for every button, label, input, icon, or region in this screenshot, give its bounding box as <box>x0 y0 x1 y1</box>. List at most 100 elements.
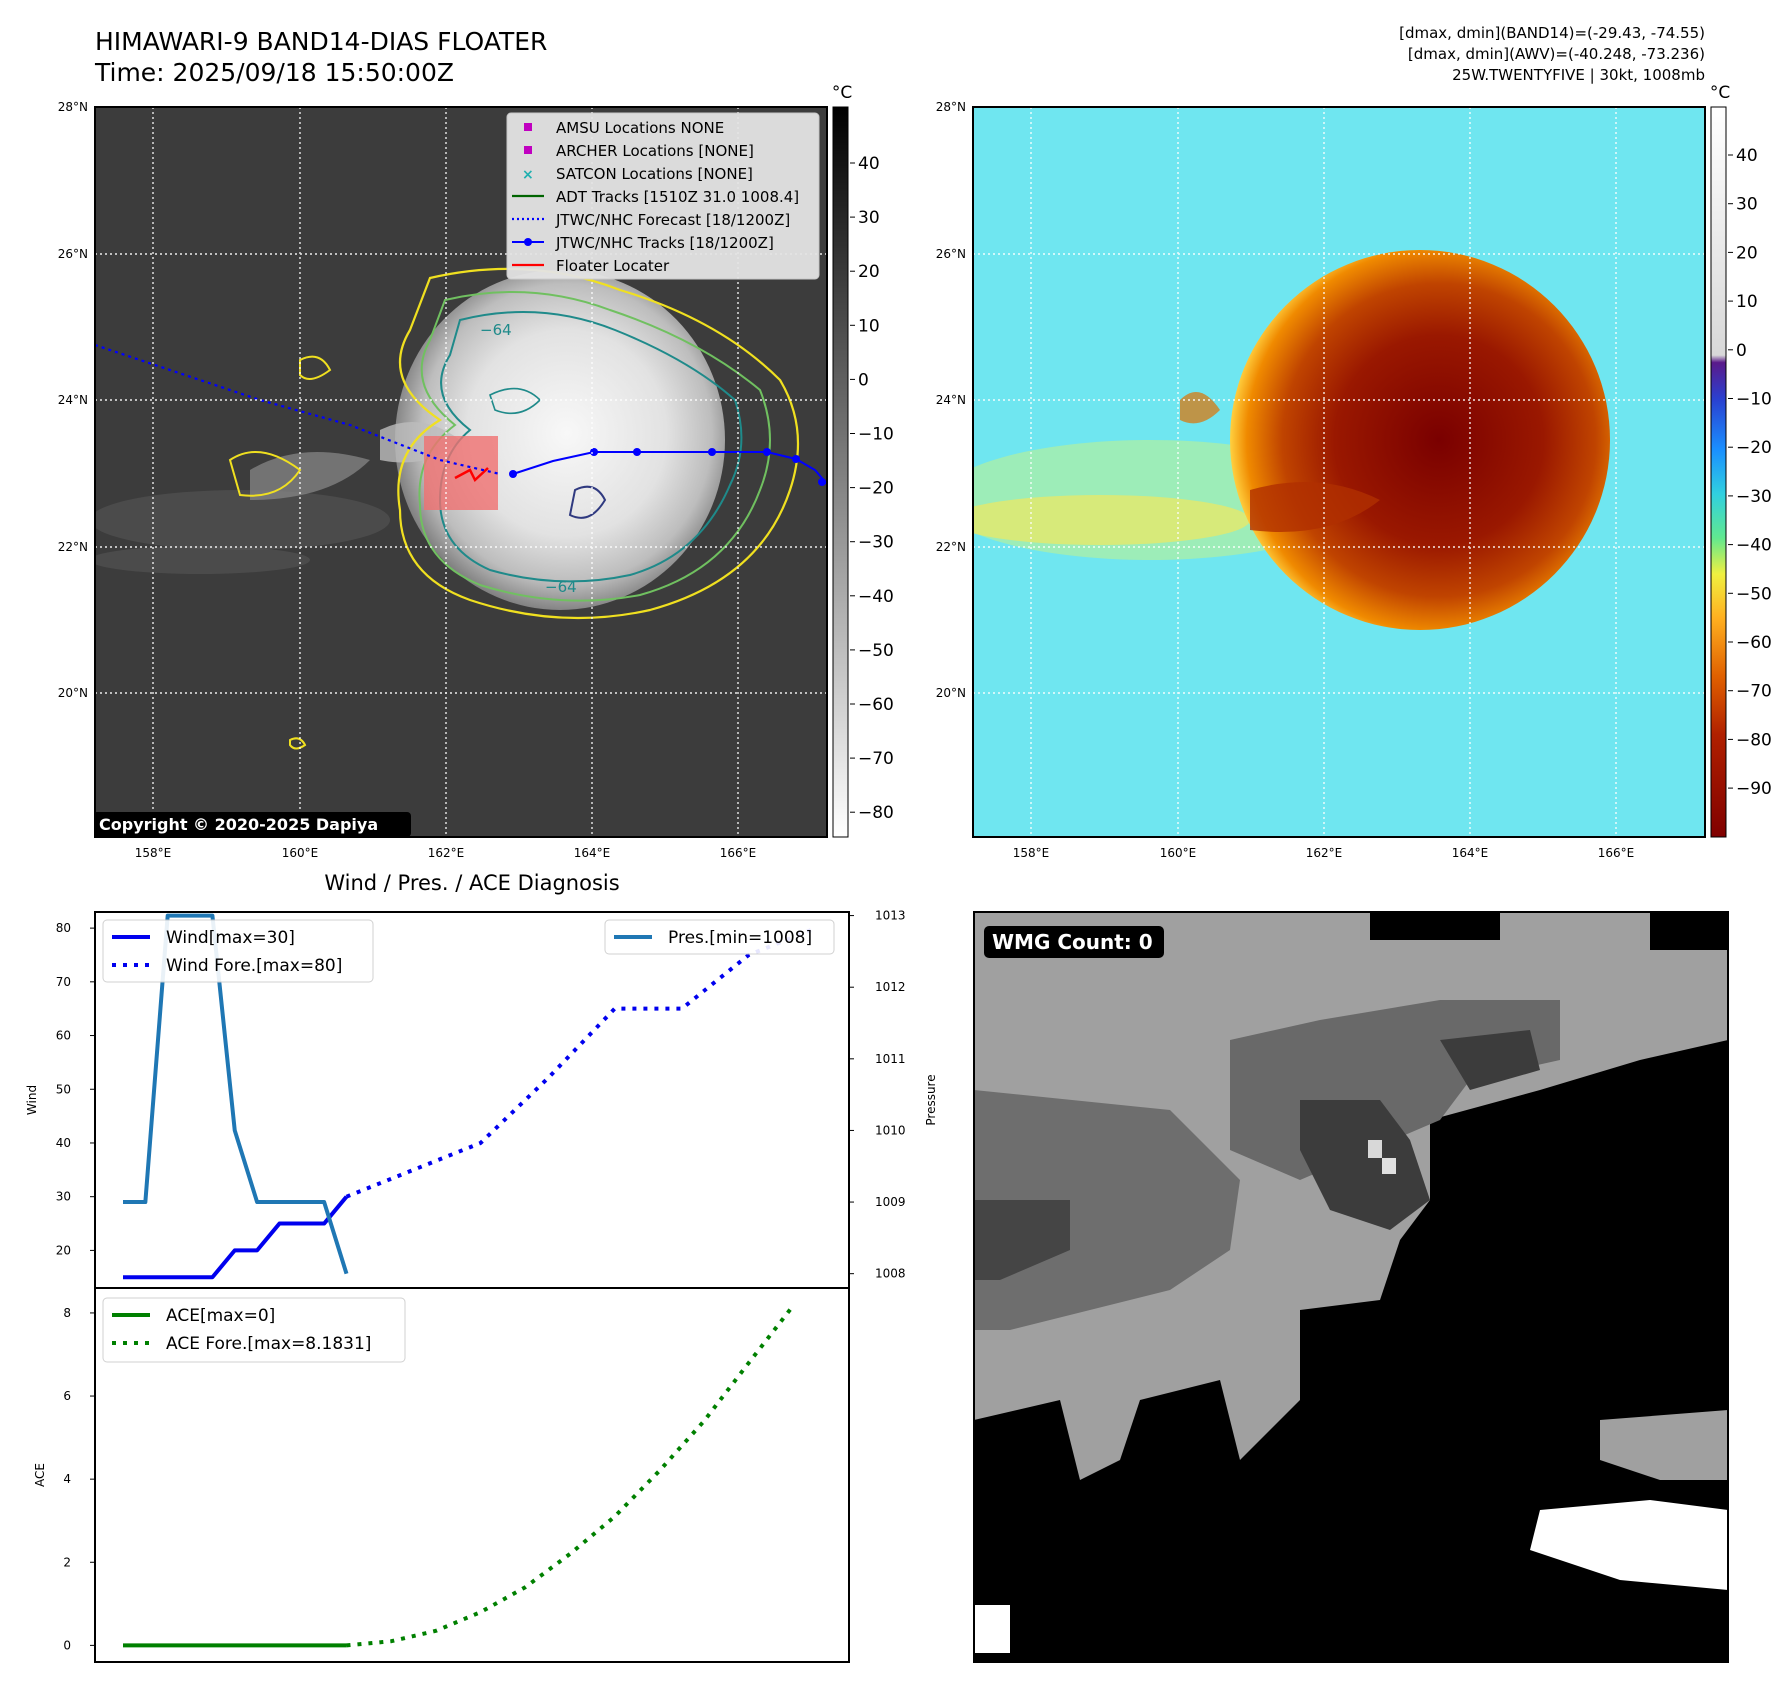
ir-map-panel: −64 −64 <box>58 83 894 860</box>
ace-fore-legend-label: ACE Fore.[max=8.1831] <box>166 1334 371 1354</box>
lon-label-158-b: 158°E <box>1013 846 1050 860</box>
satcon-marker-icon: × <box>522 167 534 183</box>
gray-colorbar-tick-label: 30 <box>858 208 880 228</box>
copyright-notice: Copyright © 2020-2025 Dapiya <box>99 815 378 834</box>
figure-time: Time: 2025/09/18 15:50:00Z <box>94 58 454 87</box>
tracks-line-dot-icon <box>524 238 532 246</box>
wind-pressure-chart: 20 30 40 50 60 70 80 1008 1009 1010 1011 1012 1013 Wi… <box>25 909 938 1289</box>
color-colorbar-ticks: 40 30 20 10 0 −10 −20 −30 −40 −50 −60 −70 −80 −90 <box>1728 146 1772 799</box>
wind-fore-legend-label: Wind Fore.[max=80] <box>166 956 342 976</box>
contour-label-upper: −64 <box>480 321 512 339</box>
color-colorbar-tick-label: 20 <box>1736 243 1758 263</box>
legend-floater: Floater Locater <box>556 257 670 275</box>
gray-colorbar-unit: °C <box>832 83 852 103</box>
ir-map-axis-labels: 28°N 26°N 24°N 22°N 20°N 158°E 160°E 162… <box>58 100 757 860</box>
figure-title: HIMAWARI-9 BAND14-DIAS FLOATER <box>95 27 547 56</box>
color-colorbar-tick-label: −20 <box>1736 438 1772 458</box>
lon-label-162: 162°E <box>428 846 465 860</box>
lat-label-28-b: 28°N <box>936 100 966 114</box>
color-colorbar-tick-label: 0 <box>1736 341 1747 361</box>
color-colorbar-tick-label: −90 <box>1736 779 1772 799</box>
lat-label-20-b: 20°N <box>936 686 966 700</box>
lon-label-164: 164°E <box>574 846 611 860</box>
lat-label-22-b: 22°N <box>936 540 966 554</box>
lat-label-22: 22°N <box>58 540 88 554</box>
gray-colorbar-tick-label: −10 <box>858 425 894 445</box>
pressure-ytick-label: 1012 <box>875 980 906 994</box>
gray-colorbar-tick-label: −30 <box>858 533 894 553</box>
wind-ytick-label: 30 <box>56 1190 71 1204</box>
gray-colorbar <box>832 106 849 838</box>
lon-label-162-b: 162°E <box>1306 846 1343 860</box>
wind-ytick-label: 20 <box>56 1243 71 1257</box>
lon-label-166: 166°E <box>720 846 757 860</box>
storm-colored-shield <box>1230 250 1610 630</box>
pressure-ytick-label: 1008 <box>875 1267 906 1281</box>
forecast-track <box>95 343 501 476</box>
color-colorbar-tick-label: −80 <box>1736 730 1772 750</box>
gray-colorbar-tick-label: −80 <box>858 803 894 823</box>
gray-colorbar-tick-label: −70 <box>858 749 894 769</box>
pressure-ytick-label: 1009 <box>875 1195 906 1209</box>
pressure-ytick-label: 1013 <box>875 909 906 923</box>
color-colorbar-tick-label: 10 <box>1736 292 1758 312</box>
pressure-ytick-label: 1010 <box>875 1123 906 1137</box>
gray-colorbar-tick-label: 40 <box>858 154 880 174</box>
lat-label-28: 28°N <box>58 100 88 114</box>
gray-colorbar-tick-label: 0 <box>858 370 869 390</box>
lon-label-166-b: 166°E <box>1598 846 1635 860</box>
color-colorbar-tick-label: −50 <box>1736 584 1772 604</box>
legend-forecast: JTWC/NHC Forecast [18/1200Z] <box>555 211 790 229</box>
color-colorbar-tick-label: −40 <box>1736 536 1772 556</box>
wind-ytick-label: 60 <box>56 1029 71 1043</box>
color-colorbar-tick-label: −10 <box>1736 390 1772 410</box>
wind-ytick-label: 50 <box>56 1082 71 1096</box>
pressure-ytick-label: 1011 <box>875 1052 906 1066</box>
lat-label-24-b: 24°N <box>936 393 966 407</box>
ace-ytick-label: 6 <box>63 1389 71 1403</box>
color-map-grid <box>973 107 1705 837</box>
legend-satcon: SATCON Locations [NONE] <box>556 165 753 183</box>
ace-chart: 0 2 4 6 8 ACE ACE[max=0] ACE Fore.[max=8.1831] <box>33 1287 850 1663</box>
storm-info: 25W.TWENTYFIVE | 30kt, 1008mb <box>1452 66 1705 84</box>
stats-awv: [dmax, dmin](AWV)=(-40.248, -73.236) <box>1408 45 1705 63</box>
storm-cloud-shield <box>395 270 725 610</box>
color-map-panel: 28°N 26°N 24°N 22°N 20°N 158°E 160°E 162… <box>936 83 1772 860</box>
lon-label-160: 160°E <box>282 846 319 860</box>
wmg-region-white <box>1530 1500 1728 1590</box>
wind-ytick-label: 40 <box>56 1136 71 1150</box>
legend-tracks: JTWC/NHC Tracks [18/1200Z] <box>555 234 774 252</box>
wind-series-line-0 <box>123 1195 349 1280</box>
gray-colorbar-tick-label: 10 <box>858 316 880 336</box>
color-colorbar-tick-label: −60 <box>1736 633 1772 653</box>
gray-colorbar-tick-label: −40 <box>858 587 894 607</box>
color-colorbar-tick-label: 40 <box>1736 146 1758 166</box>
gray-colorbar-tick-label: 20 <box>858 262 880 282</box>
gray-colorbar-tick-label: −20 <box>858 479 894 499</box>
ace-legend-box <box>102 1297 406 1363</box>
lat-label-26: 26°N <box>58 247 88 261</box>
contour-label-lower: −64 <box>545 578 577 596</box>
wmg-count: WMG Count: 0 <box>992 930 1153 954</box>
legend-archer: ARCHER Locations [NONE] <box>556 142 754 160</box>
pressure-legend-box <box>604 919 835 955</box>
diagnosis-title: Wind / Pres. / ACE Diagnosis <box>324 871 619 895</box>
legend-amsu: AMSU Locations NONE <box>556 119 724 137</box>
lat-label-20: 20°N <box>58 686 88 700</box>
amsu-marker-icon <box>524 123 532 131</box>
ace-ytick-label: 2 <box>63 1555 71 1569</box>
color-colorbar-tick-label: −70 <box>1736 682 1772 702</box>
wind-axis-label: Wind <box>25 1085 39 1115</box>
gray-colorbar-ticks: 40 30 20 10 0 −10 −20 −30 −40 −50 −60 −70 −80 <box>850 154 894 823</box>
color-colorbar-tick-label: −30 <box>1736 487 1772 507</box>
floater-locater-track <box>454 467 489 483</box>
ace-ytick-label: 8 <box>63 1306 71 1320</box>
wind-ytick-label: 70 <box>56 975 71 989</box>
pressure-axis-label: Pressure <box>924 1074 938 1125</box>
ace-axis-label: ACE <box>33 1463 47 1487</box>
lon-label-164-b: 164°E <box>1452 846 1489 860</box>
color-map-axis-labels: 28°N 26°N 24°N 22°N 20°N 158°E 160°E 162… <box>936 100 1635 860</box>
legend-adt: ADT Tracks [1510Z 31.0 1008.4] <box>556 188 799 206</box>
ace-ytick-label: 4 <box>63 1472 71 1486</box>
